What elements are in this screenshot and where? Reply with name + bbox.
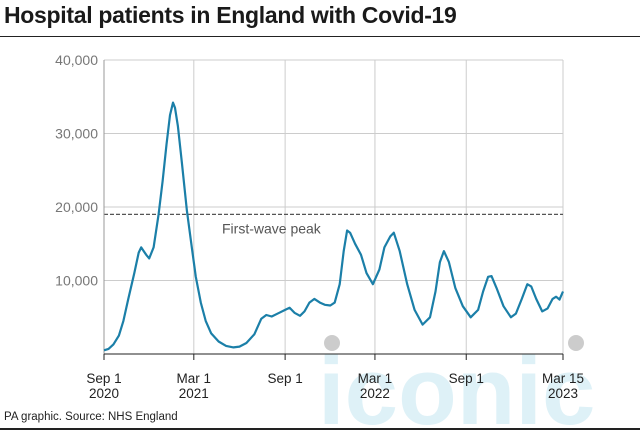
x-tick-label: Sep 1 [86,371,121,386]
series-lines [103,101,565,352]
bottom-divider [0,428,640,430]
x-tick-year: 2022 [360,386,390,401]
first-wave-peak-reference: First-wave peak [104,213,563,236]
x-tick-label: Mar 15 [542,371,584,386]
watermark-dot-right [568,335,584,351]
x-tick-label: Mar 1 [358,371,393,386]
chart-title: Hospital patients in England with Covid-… [4,2,457,28]
series-line-0 [103,101,565,352]
y-tick-label: 40,000 [55,52,98,68]
reference-label: First-wave peak [222,220,322,236]
watermark-dot-left [324,335,340,351]
x-tick-year: 2020 [89,386,119,401]
title-divider [0,36,640,37]
x-tick-year: 2023 [548,386,578,401]
x-tick-label: Sep 1 [267,371,302,386]
x-tick-label: Sep 1 [449,371,484,386]
x-tick-year: 2021 [179,386,209,401]
y-tick-label: 20,000 [55,199,98,215]
x-tick-label: Mar 1 [177,371,212,386]
y-tick-label: 30,000 [55,126,98,142]
y-tick-label: 10,000 [55,273,98,289]
source-note: PA graphic. Source: NHS England [4,411,178,423]
